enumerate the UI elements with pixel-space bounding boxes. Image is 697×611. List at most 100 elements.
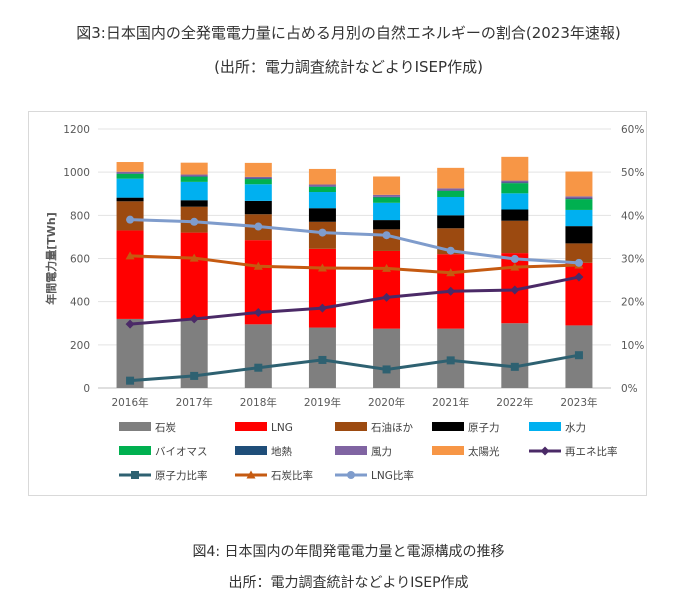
bar-segment — [373, 250, 401, 329]
bar-segment — [244, 178, 272, 180]
legend-swatch — [235, 446, 267, 455]
bar-segment — [501, 323, 529, 388]
y2-tick-label: 60% — [621, 124, 644, 136]
bar-segment — [501, 193, 529, 210]
bar-segment — [116, 197, 144, 202]
bar-segment — [501, 180, 529, 183]
bar-segment — [244, 179, 272, 185]
legend-label: LNG — [271, 422, 293, 434]
line-marker — [446, 246, 455, 255]
legend-label: 原子力 — [468, 421, 500, 434]
line-marker — [574, 351, 583, 360]
line-marker — [574, 272, 584, 282]
bar-segment — [501, 220, 529, 254]
line-marker — [125, 319, 135, 329]
bar-segment — [308, 208, 336, 222]
bar-segment — [180, 181, 208, 201]
line-marker — [446, 356, 455, 365]
bar-segment — [180, 162, 208, 175]
line-marker — [126, 215, 135, 224]
line-marker — [510, 254, 519, 263]
bar-segment — [308, 186, 336, 193]
line-marker — [540, 446, 550, 456]
bar-segment — [244, 162, 272, 177]
line-marker — [382, 231, 391, 240]
line-marker — [510, 362, 519, 371]
bar-segment — [180, 232, 208, 321]
bar-segment — [437, 190, 465, 191]
legend-label: 水力 — [565, 421, 586, 434]
line-marker — [190, 217, 199, 226]
page-title: 図3:日本国内の全発電電力量に占める月別の自然エネルギーの割合(2023年速報) — [76, 24, 621, 42]
legend-label: 石炭比率 — [271, 469, 313, 482]
bar-segment — [180, 176, 208, 177]
line-marker — [382, 263, 392, 272]
line-marker — [190, 371, 199, 380]
bar-segment — [373, 196, 401, 198]
x-tick-label: 2017年 — [176, 396, 213, 409]
bar-segment — [437, 167, 465, 189]
bar-segment — [373, 176, 401, 195]
line-marker — [317, 263, 327, 272]
legend-swatch — [235, 422, 267, 431]
bar-segment — [373, 328, 401, 388]
bar-segment — [565, 198, 593, 200]
bar-segment — [116, 230, 144, 319]
x-tick-label: 2016年 — [111, 396, 148, 409]
legend-swatch — [119, 446, 151, 455]
bar-segment — [373, 197, 401, 203]
x-tick-label: 2018年 — [240, 396, 277, 409]
legend-label: 風力 — [371, 445, 392, 458]
y-tick-label: 0 — [83, 383, 90, 395]
y2-tick-label: 50% — [621, 167, 644, 179]
bar-segment — [244, 176, 272, 179]
y-tick-label: 400 — [70, 297, 90, 309]
legend-label: 石炭 — [155, 422, 176, 434]
y2-tick-label: 20% — [621, 297, 644, 309]
stacked-bar-line-chart: 0 200 400 600 800 1000 1200 0% 10% 20% 30% 40% 50% 60… — [44, 124, 644, 482]
line-marker — [126, 376, 135, 385]
chart-frame: 0 200 400 600 800 1000 1200 0% 10% 20% 30% 40% 50% 60… — [28, 111, 647, 496]
line-marker — [347, 471, 355, 479]
y2-tick-label: 0% — [621, 383, 638, 395]
bar-segment — [308, 168, 336, 185]
line-marker — [382, 365, 391, 374]
bar-segment — [501, 156, 529, 181]
legend-swatch — [119, 422, 151, 431]
x-tick-label: 2021年 — [432, 396, 469, 409]
line-marker — [382, 292, 392, 302]
y-tick-label: 600 — [70, 254, 90, 266]
bar-segment — [565, 209, 593, 227]
y-tick-label: 1200 — [63, 124, 90, 136]
y2-tick-label: 30% — [621, 254, 644, 266]
line-marker — [246, 470, 256, 479]
figure-source: 出所：電力調査統計などよりISEP作成 — [228, 575, 469, 591]
series-line — [130, 218, 580, 265]
line-marker — [446, 286, 456, 296]
y-tick-label: 200 — [70, 340, 90, 352]
bar-segment — [565, 171, 593, 197]
line-marker — [253, 307, 263, 317]
line-marker — [446, 268, 456, 277]
line-marker — [510, 262, 520, 271]
bar-segment — [565, 262, 593, 326]
bar-segment — [373, 202, 401, 221]
line-marker — [510, 285, 520, 295]
legend-swatch — [529, 422, 561, 431]
bar-segment — [501, 183, 529, 194]
bar-segment — [565, 243, 593, 263]
bar-segment — [116, 173, 144, 179]
x-tick-label: 2019年 — [304, 396, 341, 409]
line-marker — [254, 363, 263, 372]
legend-swatch — [335, 446, 367, 455]
legend-label: 太陽光 — [468, 445, 500, 458]
x-tick-label: 2020年 — [368, 396, 405, 409]
bar-segment — [244, 324, 272, 388]
x-tick-label: 2023年 — [560, 396, 597, 409]
bar-segment — [373, 220, 401, 230]
y2-tick-label: 40% — [621, 210, 644, 222]
legend-label: LNG比率 — [371, 469, 414, 482]
line-marker — [253, 261, 263, 270]
bar-segment — [116, 162, 144, 172]
legend-swatch — [335, 422, 367, 431]
